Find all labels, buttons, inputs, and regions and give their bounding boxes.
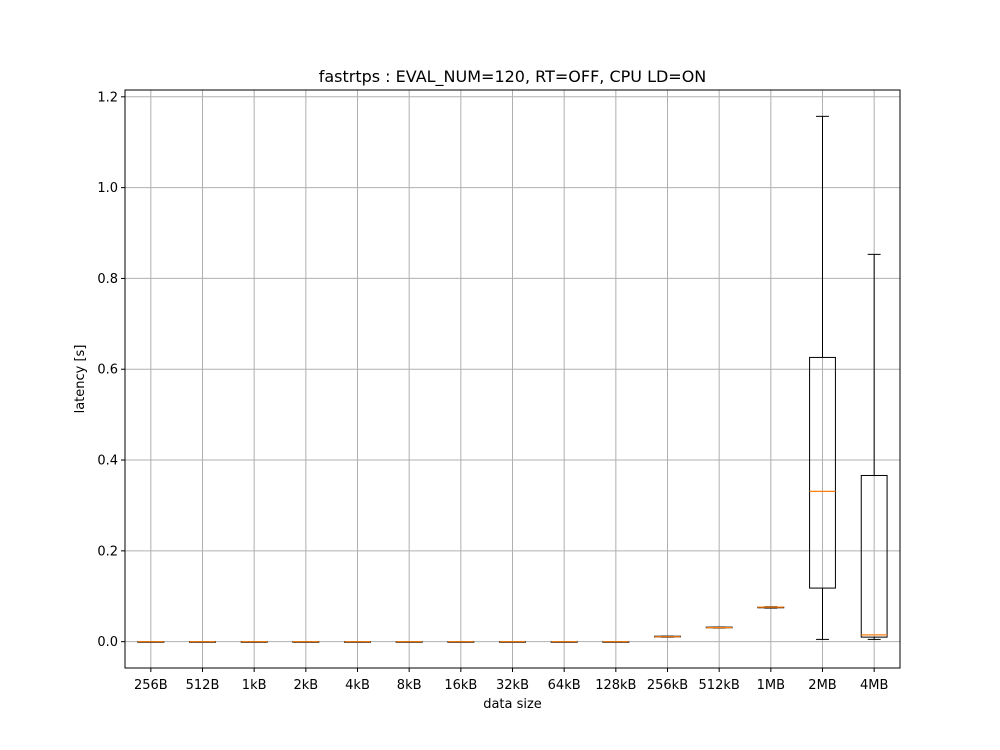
x-tick-label: 64kB [548, 678, 581, 693]
box-group [344, 641, 371, 643]
y-tick-label: 0.4 [97, 454, 118, 469]
iqr-box [860, 474, 888, 638]
y-tick-label: 1.0 [97, 181, 118, 196]
x-tick-label: 128kB [595, 678, 636, 693]
x-tick-label: 256B [134, 678, 168, 693]
box-group [240, 641, 268, 643]
box-group [757, 606, 785, 609]
box-group [809, 115, 836, 640]
x-tick-label: 4kB [345, 678, 370, 693]
box-group [705, 626, 733, 629]
box-group [292, 641, 320, 643]
y-axis-label: latency [s] [73, 345, 88, 414]
x-tick-label: 1MB [757, 678, 785, 693]
x-tick-label: 2kB [293, 678, 318, 693]
y-tick-label: 1.2 [97, 90, 118, 105]
box-group [550, 641, 578, 643]
iqr-box [809, 356, 836, 589]
box-group [189, 641, 216, 643]
ticks: 0.0 0.2 0.4 0.6 0.8 1.0 1.2 256B 512B 1kB 2kB 4kB 8k… [97, 90, 888, 693]
x-tick-label: 256kB [647, 678, 688, 693]
box-group [447, 641, 475, 643]
grid-lines [125, 90, 900, 668]
y-tick-label: 0.6 [97, 363, 118, 378]
x-tick-label: 8kB [397, 678, 422, 693]
x-tick-label: 4MB [860, 678, 888, 693]
box-group [602, 641, 630, 643]
box-group [860, 253, 888, 640]
boxes [137, 115, 888, 643]
x-tick-label: 1kB [242, 678, 267, 693]
x-axis-label: data size [483, 697, 542, 712]
chart-title: fastrtps : EVAL_NUM=120, RT=OFF, CPU LD=… [319, 67, 707, 87]
box-group [499, 641, 526, 643]
y-tick-label: 0.2 [97, 544, 118, 559]
box-group [654, 635, 681, 638]
x-tick-label: 16kB [444, 678, 477, 693]
x-tick-label: 32kB [496, 678, 529, 693]
box-group [395, 641, 423, 643]
y-tick-label: 0.0 [97, 635, 118, 650]
x-tick-label: 512B [186, 678, 220, 693]
x-tick-label: 512kB [699, 678, 740, 693]
box-group [137, 641, 165, 643]
x-tick-label: 2MB [808, 678, 836, 693]
y-tick-label: 0.8 [97, 272, 118, 287]
